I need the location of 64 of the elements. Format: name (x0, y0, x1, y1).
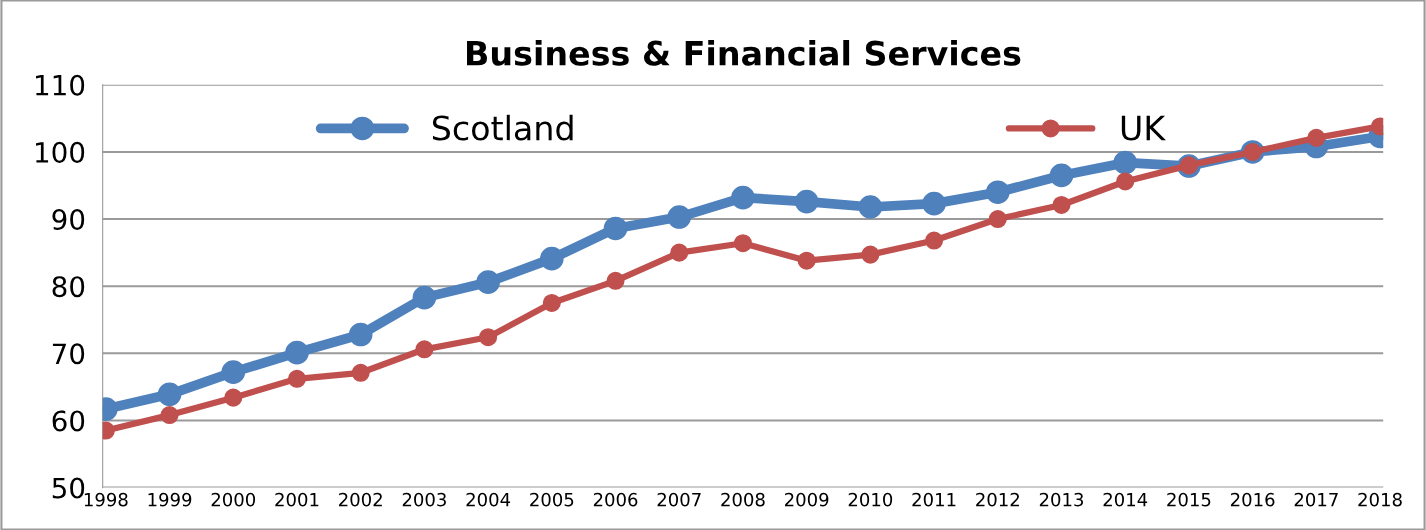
x-tick-label: 1999 (148, 492, 192, 507)
point (733, 234, 752, 253)
point (797, 251, 816, 270)
point (476, 270, 500, 294)
y-tick-label: 110 (36, 74, 85, 96)
x-tick-label: 2017 (1294, 492, 1338, 507)
point (348, 322, 373, 347)
point (1307, 128, 1326, 147)
point (221, 360, 246, 384)
point (224, 388, 243, 407)
x-tick-label: 2010 (848, 492, 893, 507)
point (1052, 195, 1071, 214)
point (415, 340, 434, 359)
point (603, 216, 628, 241)
x-tick-label: 2011 (912, 492, 956, 507)
point (1049, 163, 1074, 188)
x-tick-label: 2004 (466, 492, 511, 507)
x-tick-label: 2000 (211, 492, 256, 507)
y-tick-label: 100 (36, 141, 85, 163)
point (542, 293, 561, 313)
legend-label: UK (1121, 115, 1166, 141)
point (925, 231, 944, 250)
point (1113, 150, 1138, 175)
point (285, 340, 309, 365)
x-tick-label: 2008 (721, 492, 765, 507)
point (479, 328, 498, 347)
point (1116, 172, 1135, 191)
x-tick-label: 2001 (275, 492, 319, 507)
point (157, 382, 182, 407)
point (160, 406, 179, 425)
point (731, 185, 755, 210)
x-tick-label: 2012 (976, 492, 1019, 507)
point (540, 246, 564, 271)
x-tick-label: 2014 (1103, 492, 1148, 507)
point (287, 369, 307, 388)
x-tick-label: 2003 (402, 492, 446, 507)
chart-title: Business & Financial Services (467, 40, 1021, 66)
y-tick-label: 80 (52, 276, 85, 298)
x-tick-label: 2002 (339, 492, 382, 507)
point (606, 271, 625, 290)
point (794, 189, 819, 214)
y-tick-label: 50 (52, 477, 85, 499)
x-tick-label: 2009 (785, 492, 829, 507)
x-tick-label: 2007 (657, 492, 701, 507)
point (922, 191, 946, 216)
y-tick-label: 60 (52, 410, 85, 432)
x-tick-label: 2005 (530, 492, 574, 507)
point (861, 245, 880, 264)
point (985, 180, 1010, 205)
x-tick-label: 2015 (1167, 492, 1211, 507)
point (351, 363, 370, 382)
point (670, 243, 689, 262)
legend-label: Scotland (432, 114, 573, 141)
x-tick-label: 2013 (1039, 492, 1084, 507)
point (667, 205, 692, 229)
y-tick-label: 90 (52, 209, 85, 231)
point (412, 285, 437, 310)
point (858, 195, 883, 219)
x-tick-label: 2006 (593, 492, 638, 507)
y-tick-label: 70 (52, 343, 85, 365)
x-tick-label: 2018 (1358, 492, 1402, 507)
x-tick-label: 1998 (84, 492, 128, 507)
point (988, 210, 1007, 229)
x-tick-label: 2016 (1230, 492, 1275, 507)
